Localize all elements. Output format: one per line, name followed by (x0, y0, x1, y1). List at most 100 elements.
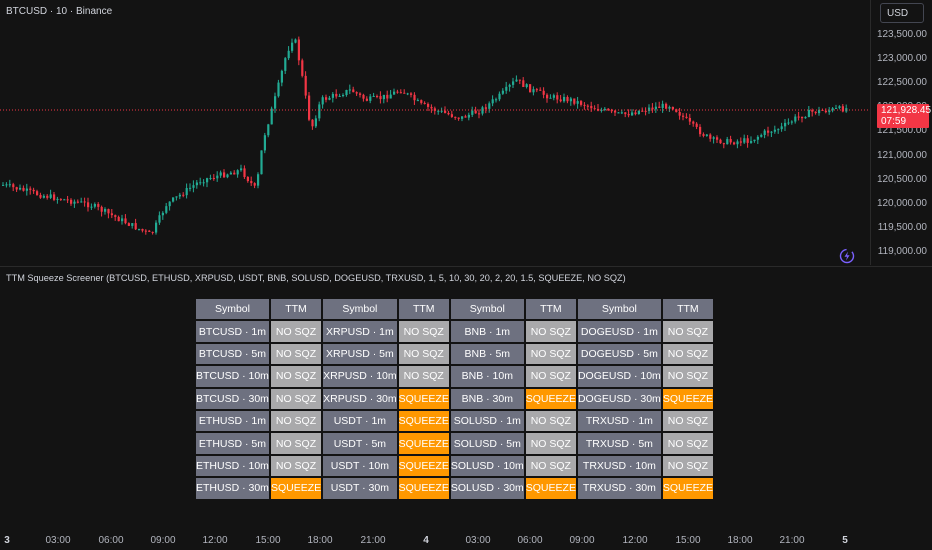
symbol-cell: BTCUSD · 30m (196, 388, 269, 409)
candle-body (311, 119, 314, 127)
symbol-cell: TRXUSD · 30m (577, 478, 661, 499)
bar-countdown: 07:59 (881, 116, 907, 127)
candle-body (658, 106, 661, 109)
candle-body (318, 104, 321, 119)
candle-body (83, 201, 86, 203)
candle-body (345, 89, 348, 95)
candle-body (416, 100, 419, 102)
candle-body (501, 90, 504, 94)
symbol-cell: USDT · 10m (323, 455, 397, 477)
candle-body (641, 110, 644, 112)
time-tick-label: 03:00 (465, 535, 491, 546)
ttm-status-cell: NO SQZ (270, 410, 322, 432)
currency-button[interactable]: USD (880, 3, 924, 23)
ttm-status-cell: SQUEEZE (525, 478, 576, 499)
candle-body (56, 198, 59, 200)
table-header-cell: TTM (270, 299, 322, 320)
candle-body (440, 110, 443, 112)
symbol-title[interactable]: BTCUSD · 10 · Binance (6, 6, 113, 17)
candle-body (352, 89, 355, 93)
candle-body (359, 93, 362, 95)
candle-body (841, 106, 844, 112)
symbol-cell: ETHUSD · 10m (196, 455, 269, 477)
ttm-status-cell: NO SQZ (525, 455, 576, 477)
candle-body (678, 111, 681, 116)
table-header-cell: Symbol (450, 299, 524, 320)
price-tick-label: 121,000.00 (876, 149, 927, 161)
candle-body (467, 114, 470, 118)
table-row: ETHUSD · 1m NO SQZ USDT · 1m SQUEEZE SOLUSD … (196, 410, 713, 432)
time-tick-label: 5 (842, 535, 848, 546)
ttm-status-cell: NO SQZ (270, 343, 322, 365)
candle-body (583, 104, 586, 106)
price-chart[interactable] (0, 0, 870, 265)
candle-body (566, 97, 569, 102)
candle-body (539, 89, 542, 91)
candle-body (59, 198, 62, 200)
candle-body (498, 93, 501, 100)
candle-body (447, 112, 450, 115)
candle-body (148, 230, 151, 232)
pane-divider[interactable] (0, 266, 932, 267)
candle-body (648, 107, 651, 111)
time-tick-label: 15:00 (255, 535, 281, 546)
candle-body (53, 194, 56, 200)
candle-body (195, 182, 198, 186)
ttm-status-cell: SQUEEZE (398, 410, 449, 432)
candle-body (518, 79, 521, 81)
symbol-cell: TRXUSD · 1m (577, 410, 661, 432)
candle-body (705, 134, 708, 136)
candle-body (777, 129, 780, 131)
candle-body (457, 117, 460, 119)
candle-body (141, 228, 144, 231)
ttm-status-cell: NO SQZ (662, 366, 713, 387)
candle-body (637, 110, 640, 115)
symbol-cell: SOLUSD · 1m (450, 410, 524, 432)
candle-body (202, 182, 205, 184)
candle-body (546, 94, 549, 99)
candle-body (651, 107, 654, 110)
candle-body (226, 174, 229, 178)
candle-body (70, 199, 73, 204)
table-row: BTCUSD · 5m NO SQZ XRPUSD · 5m NO SQZ BNB · … (196, 343, 713, 365)
symbol-cell: BNB · 5m (450, 343, 524, 365)
time-tick-label: 09:00 (569, 535, 595, 546)
price-tick-label: 123,000.00 (876, 53, 927, 65)
table-header-cell: TTM (525, 299, 576, 320)
candle-body (124, 218, 127, 224)
time-tick-label: 03:00 (45, 535, 71, 546)
candle-body (66, 199, 69, 201)
candle-body (73, 201, 76, 204)
time-tick-label: 4 (423, 535, 429, 546)
candle-body (325, 97, 328, 100)
indicator-title[interactable]: TTM Squeeze Screener (BTCUSD, ETHUSD, XR… (6, 273, 626, 283)
symbol-cell: BTCUSD · 5m (196, 343, 269, 365)
candle-body (508, 84, 511, 87)
symbol-cell: SOLUSD · 10m (450, 455, 524, 477)
ttm-status-cell: NO SQZ (525, 433, 576, 454)
candle-body (250, 181, 253, 184)
candle-body (719, 139, 722, 144)
time-axis[interactable]: 3 03:00 06:00 09:00 12:00 15:00 18:00 21:00 4 03:… (0, 530, 870, 550)
candle-body (240, 168, 243, 171)
candle-body (131, 223, 134, 226)
candle-body (474, 110, 477, 114)
symbol-cell: TRXUSD · 5m (577, 433, 661, 454)
table-row: BTCUSD · 1m NO SQZ XRPUSD · 1m NO SQZ BNB · … (196, 321, 713, 342)
time-tick-label: 15:00 (675, 535, 701, 546)
symbol-cell: ETHUSD · 1m (196, 410, 269, 432)
price-axis[interactable]: 123,500.00123,000.00122,500.00122,000.00… (870, 0, 932, 265)
candle-body (229, 172, 232, 175)
lightning-icon[interactable] (839, 248, 855, 264)
candle-body (644, 110, 647, 112)
ttm-status-cell: SQUEEZE (525, 388, 576, 409)
table-row: BTCUSD · 10m NO SQZ XRPUSD · 10m NO SQZ BNB … (196, 366, 713, 387)
table-row: ETHUSD · 10m NO SQZ USDT · 10m SQUEEZE SOLUS… (196, 455, 713, 477)
screener-table: Symbol TTM Symbol TTM Symbol TTM Symbol TTM BTC… (194, 297, 715, 501)
ttm-status-cell: NO SQZ (525, 343, 576, 365)
candle-body (756, 136, 759, 140)
candle-body (274, 96, 277, 109)
candle-body (25, 188, 28, 191)
candle-body (726, 139, 729, 145)
candle-body (331, 93, 334, 98)
